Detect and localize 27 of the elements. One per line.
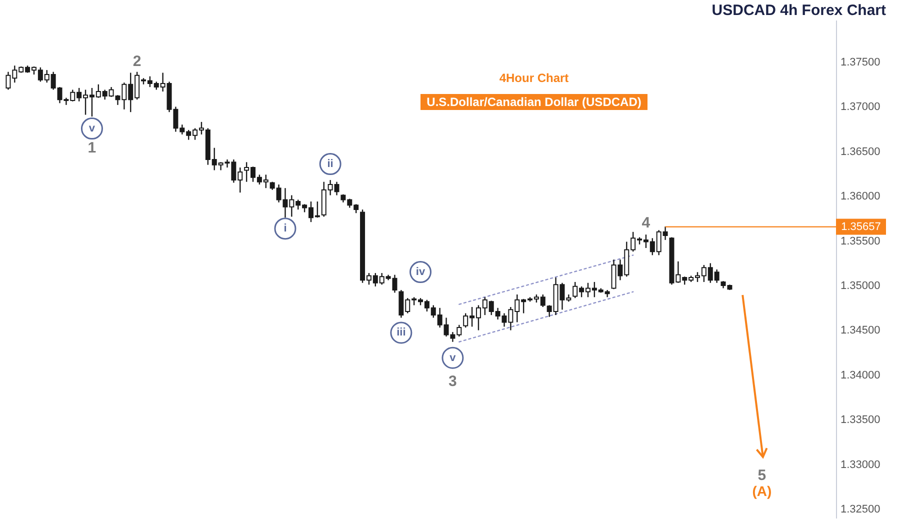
y-tick-label: 1.35500	[840, 235, 880, 248]
annotation: (A)	[752, 483, 772, 499]
annotation: 5	[758, 467, 766, 484]
y-tick-label: 1.34000	[840, 369, 880, 382]
annotation: v	[88, 122, 96, 135]
y-tick-label: 1.37000	[840, 101, 880, 114]
y-tick-label: 1.34500	[840, 324, 880, 337]
annotation: v	[450, 352, 457, 364]
ref-line-label: 1.35657	[841, 220, 881, 233]
annotation: iv	[416, 266, 426, 278]
y-tick-label: 1.35000	[840, 280, 880, 292]
y-tick-label: 1.33000	[840, 458, 880, 471]
annotation: 1	[88, 140, 96, 157]
y-tick-label: 1.33500	[840, 414, 880, 426]
annotation: i	[284, 222, 287, 235]
annotation: iii	[396, 326, 406, 339]
chart-title: USDCAD 4h Forex Chart	[712, 2, 886, 19]
annotation: 2	[132, 52, 142, 70]
y-tick-label: 1.32500	[840, 504, 880, 516]
annotation: 3	[448, 372, 457, 390]
annotation: 4	[642, 214, 651, 232]
annotation: ii	[327, 158, 334, 170]
y-tick-label: 1.37500	[840, 56, 880, 69]
annotation: U.S.Dollar/Canadian Dollar (USDCAD)	[426, 95, 642, 109]
y-tick-label: 1.36500	[840, 146, 880, 158]
y-tick-label: 1.36000	[840, 190, 880, 203]
text: 4Hour Chart	[499, 71, 569, 85]
